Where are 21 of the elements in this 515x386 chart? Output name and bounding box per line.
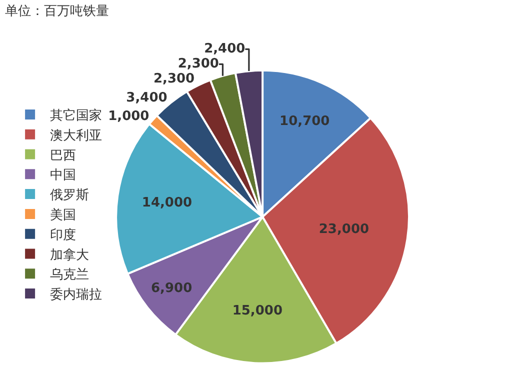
data-label: 14,000 <box>142 196 192 211</box>
chart-title: 单位：百万吨铁量 <box>5 4 110 19</box>
legend-label: 俄罗斯 <box>50 188 90 204</box>
legend-label: 美国 <box>50 207 76 224</box>
data-label: 6,900 <box>150 281 192 296</box>
data-label: 2,300 <box>153 72 195 87</box>
data-label: 2,400 <box>204 42 246 57</box>
legend-label: 加拿大 <box>50 248 90 263</box>
legend-label: 乌克兰 <box>50 268 90 283</box>
legend-label: 澳大利亚 <box>50 128 102 144</box>
data-label: 15,000 <box>232 304 283 319</box>
legend-label: 其它国家 <box>50 108 102 124</box>
data-label: 2,300 <box>178 56 219 72</box>
legend-label: 中国 <box>50 168 76 184</box>
data-label: 23,000 <box>318 222 370 237</box>
data-label: 1,000 <box>108 108 150 124</box>
legend-label: 巴西 <box>50 148 76 164</box>
data-label: 3,400 <box>126 90 168 106</box>
data-label: 10,700 <box>280 114 330 129</box>
legend-label: 印度 <box>50 226 76 243</box>
legend-label: 委内瑞拉 <box>50 288 102 303</box>
